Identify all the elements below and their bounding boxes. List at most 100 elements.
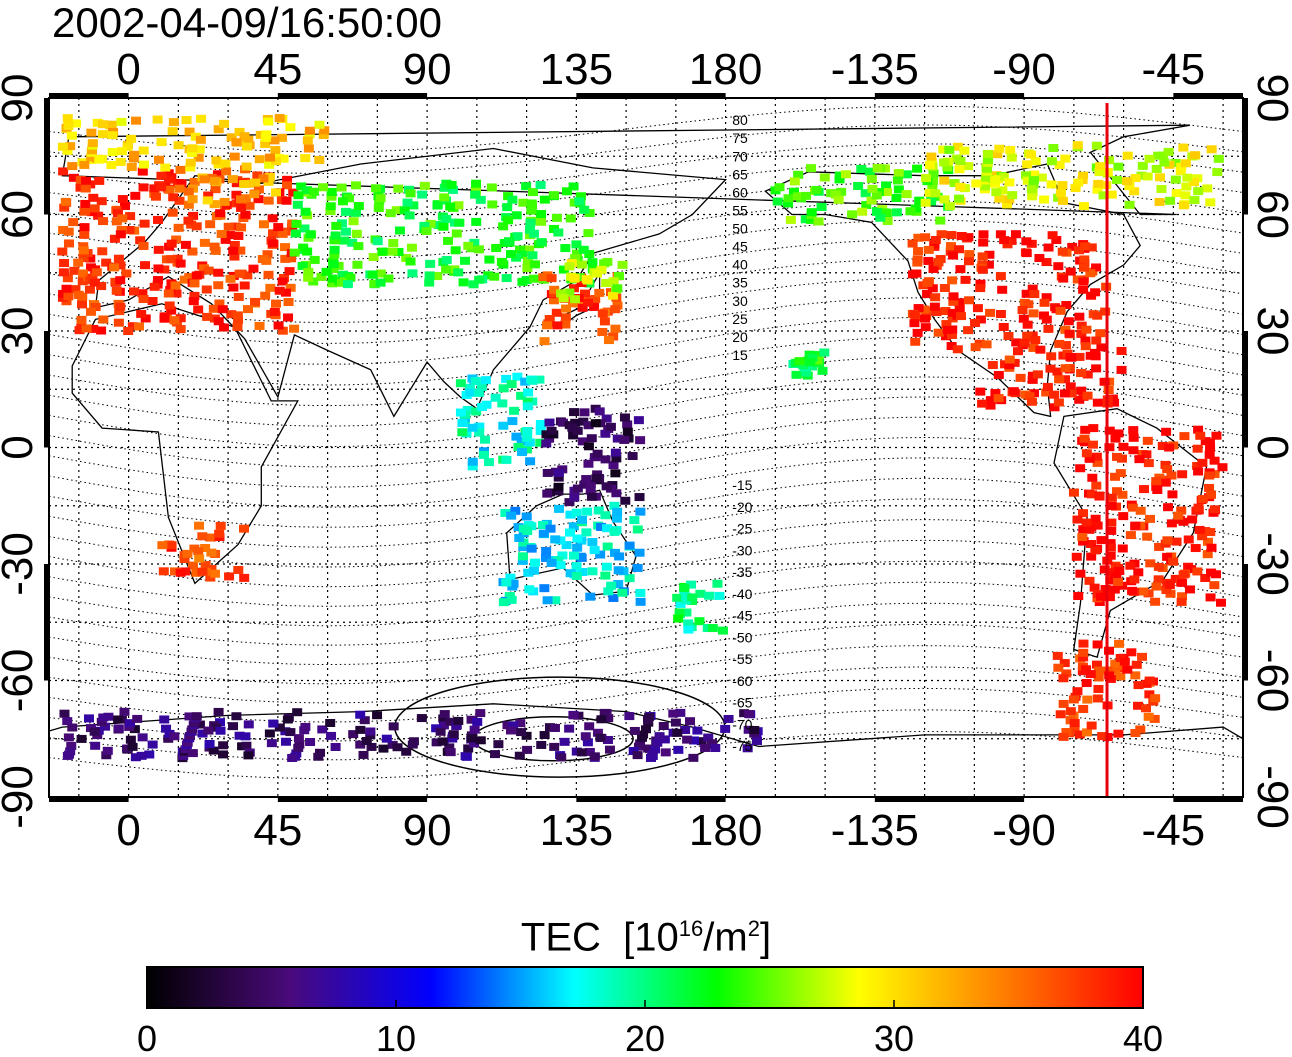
tec-cell-antarctica xyxy=(208,746,219,755)
tec-cell-canada xyxy=(1048,143,1059,152)
tec-cell-antarctica xyxy=(228,722,239,731)
tec-cell-russia xyxy=(445,202,456,211)
tec-cell-patagonia xyxy=(1122,665,1133,674)
tec-cell-europe xyxy=(78,254,89,263)
tec-cell-antarctica xyxy=(119,707,130,716)
tec-cell-south-america xyxy=(1125,561,1136,570)
tec-cell-japan xyxy=(560,320,571,329)
tec-cell-europe xyxy=(175,259,186,268)
tec-cell-canada xyxy=(1006,153,1017,162)
tec-cell-antarctica xyxy=(159,715,170,724)
tec-cell-usa xyxy=(948,292,959,301)
tec-cell-south-america xyxy=(1087,440,1098,449)
tec-cell-australia xyxy=(514,533,525,542)
tec-cell-europe xyxy=(139,219,150,228)
tec-cell-russia xyxy=(511,253,522,262)
tec-cell-arctic-europe xyxy=(255,130,266,139)
tec-cell-usa xyxy=(975,279,986,288)
tec-cell-canada xyxy=(998,173,1009,182)
tec-cell-europe xyxy=(258,220,269,229)
tec-cell-europe xyxy=(117,214,128,223)
tec-cell-antarctica xyxy=(453,716,464,725)
tec-cell-alaska xyxy=(871,207,882,216)
tec-cell-usa xyxy=(1076,329,1087,338)
tec-cell-antarctica xyxy=(76,734,87,743)
unit-exp-16: 16 xyxy=(678,916,704,941)
tec-cell-russia xyxy=(421,226,432,235)
tec-cell-antarctica xyxy=(218,750,229,759)
tec-cell-north-scandinavia xyxy=(258,174,269,183)
y-tick-right-label: 90 xyxy=(1248,74,1292,123)
tec-cell-usa xyxy=(963,257,974,266)
tec-cell-south-america xyxy=(1178,517,1189,526)
tec-cell-europe xyxy=(179,275,190,284)
tec-cell-usa xyxy=(955,312,966,321)
tec-cell-europe xyxy=(167,208,178,217)
tec-cell-indonesia xyxy=(619,413,630,422)
tec-cell-north-scandinavia xyxy=(209,176,220,185)
tec-cell-canada xyxy=(1205,198,1216,207)
tec-cell-south-america xyxy=(1104,426,1115,435)
tec-cell-south-america xyxy=(1079,434,1090,443)
tec-cell-japan xyxy=(577,303,588,312)
contour-label: -65 xyxy=(732,695,752,711)
tec-cell-europe xyxy=(262,250,273,259)
tec-cell-europe xyxy=(123,326,134,335)
tec-cell-antarctica xyxy=(113,724,124,733)
tec-cell-russia xyxy=(470,190,481,199)
tec-cell-russia xyxy=(406,243,417,252)
tec-cell-russia xyxy=(309,255,320,264)
tec-cell-europe xyxy=(59,259,70,268)
tec-cell-arctic-europe xyxy=(63,121,74,130)
tec-cell-south-america xyxy=(1106,518,1117,527)
tec-cell-central-america xyxy=(1099,377,1110,386)
tec-cell-indonesia xyxy=(634,493,645,502)
tec-cell-antarctica xyxy=(401,747,412,756)
tec-cell-antarctica xyxy=(680,725,691,734)
tec-cell-antarctica xyxy=(359,716,370,725)
tec-cell-antarctica xyxy=(187,749,198,758)
africa-outline xyxy=(71,303,299,585)
tec-cell-new-zealand xyxy=(679,584,690,593)
tec-cell-se-asia xyxy=(467,423,478,432)
tec-cell-usa xyxy=(1086,243,1097,252)
tec-cell-arctic-europe xyxy=(254,155,265,164)
tec-cell-indonesia xyxy=(569,493,580,502)
tec-cell-indonesia xyxy=(592,449,603,458)
tec-cell-south-america xyxy=(1081,449,1092,458)
tec-cell-australia xyxy=(634,548,645,557)
contour-label: -45 xyxy=(732,608,752,624)
tec-cell-alaska xyxy=(853,181,864,190)
tec-cell-antarctica xyxy=(584,747,595,756)
contour-label: 80 xyxy=(732,112,748,128)
tec-cell-australia xyxy=(501,578,512,587)
tec-cell-antarctica xyxy=(447,734,458,743)
tec-cell-alaska xyxy=(914,196,925,205)
tec-cell-russia xyxy=(469,238,480,247)
tec-cell-europe xyxy=(74,326,85,335)
tec-cell-south-america xyxy=(1162,536,1173,545)
tec-cell-europe xyxy=(187,247,198,256)
tec-cell-russia xyxy=(327,274,338,283)
tec-cell-europe xyxy=(81,176,92,185)
tec-cell-usa xyxy=(945,242,956,251)
tec-cell-south-america xyxy=(1084,525,1095,534)
tec-cell-australia xyxy=(553,556,564,565)
tec-cell-south-america xyxy=(1130,521,1141,530)
tec-cell-europe xyxy=(130,191,141,200)
tec-cell-usa xyxy=(983,260,994,269)
tec-cell-arctic-europe xyxy=(277,133,288,142)
tec-cell-south-america xyxy=(1109,585,1120,594)
tec-cell-europe xyxy=(193,305,204,314)
tec-cell-europe xyxy=(225,274,236,283)
tec-cell-usa xyxy=(1091,263,1102,272)
contour-label: 40 xyxy=(732,257,748,273)
tec-cell-europe xyxy=(230,222,241,231)
tec-cell-south-america xyxy=(1077,533,1088,542)
tec-cell-arctic-europe xyxy=(278,154,289,163)
tec-cell-antarctica xyxy=(291,749,302,758)
tec-cell-africa xyxy=(205,533,216,542)
y-tick-right-label: -90 xyxy=(1248,765,1292,829)
tec-cell-canada xyxy=(982,149,993,158)
tec-cell-usa xyxy=(1021,237,1032,246)
